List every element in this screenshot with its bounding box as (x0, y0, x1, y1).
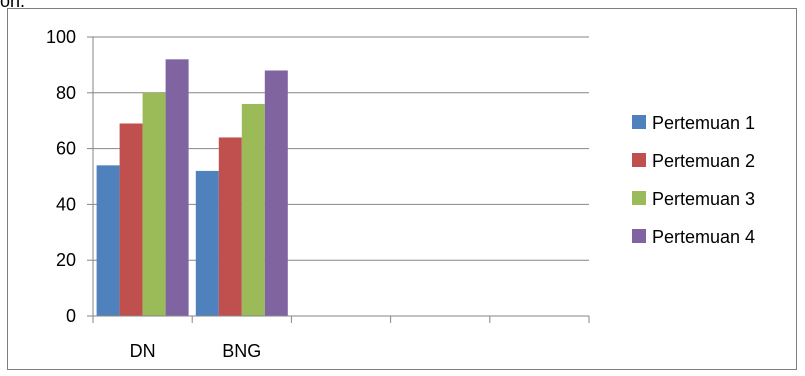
bar-bng-pertemuan-4 (264, 70, 288, 316)
y-tick-label-40: 40 (56, 194, 76, 214)
x-tick-label-dn: DN (130, 341, 156, 361)
legend-label-pertemuan-3: Pertemuan 3 (652, 189, 755, 209)
bar-bng-pertemuan-1 (195, 170, 219, 316)
legend-swatch-pertemuan-1 (632, 115, 646, 129)
bar-dn-pertemuan-1 (96, 165, 120, 316)
y-tick-label-20: 20 (56, 250, 76, 270)
legend-swatch-pertemuan-4 (632, 229, 646, 243)
y-tick-label-80: 80 (56, 83, 76, 103)
legend-label-pertemuan-2: Pertemuan 2 (652, 151, 755, 171)
legend-label-pertemuan-1: Pertemuan 1 (652, 113, 755, 133)
bar-dn-pertemuan-3 (142, 92, 166, 316)
legend-swatch-pertemuan-2 (632, 153, 646, 167)
page-top-text: on. (0, 0, 26, 11)
bar-dn-pertemuan-4 (165, 59, 189, 316)
legend-swatch-pertemuan-3 (632, 191, 646, 205)
bar-bng-pertemuan-3 (241, 103, 265, 317)
legend-label-pertemuan-4: Pertemuan 4 (652, 227, 755, 247)
bar-bng-pertemuan-2 (218, 137, 242, 316)
y-tick-label-60: 60 (56, 139, 76, 159)
y-tick-label-0: 0 (66, 306, 76, 326)
bar-dn-pertemuan-2 (119, 123, 143, 317)
y-tick-label-100: 100 (46, 27, 76, 47)
x-tick-label-bng: BNG (222, 341, 261, 361)
